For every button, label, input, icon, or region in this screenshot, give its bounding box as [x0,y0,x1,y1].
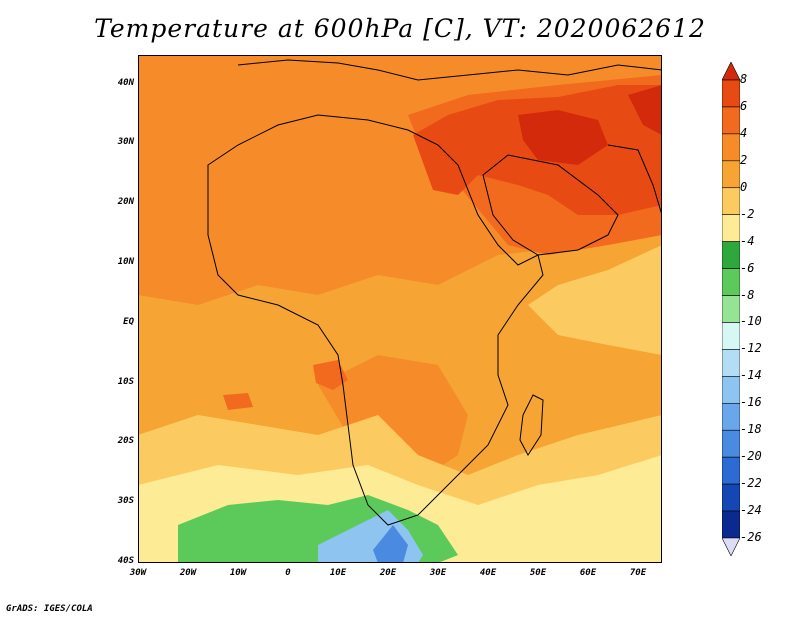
lon-label: 10E [329,568,347,578]
colorbar-label: -26 [740,530,762,544]
lat-label: 30N [117,137,134,147]
colorbar-segment [722,241,740,269]
colorbar-label: -6 [740,260,755,275]
atlantic-hot-patch [223,393,253,410]
lon-label: 40E [479,568,497,578]
colorbar-segment [722,187,740,216]
colorbar-label: -18 [740,422,762,437]
colorbar-segment [722,79,740,108]
colorbar-label: -20 [740,449,762,464]
lon-label: 70E [629,568,647,578]
colorbar-segment [722,214,740,242]
colorbar [722,62,740,556]
colorbar-label: -8 [740,287,755,302]
colorbar-label: -4 [740,233,755,248]
europe-coast-outline [237,59,662,81]
colorbar-top-arrow [722,62,740,81]
lat-label: 10S [117,377,134,387]
colorbar-bottom-arrow [722,537,740,556]
lat-label: 20S [117,436,134,446]
peak-hot-region [518,110,608,165]
credit-text: GrADS: IGES/COLA [6,604,93,614]
colorbar-label: 6 [740,98,748,113]
colorbar-label: 0 [740,179,748,194]
colorbar-segment [722,295,740,323]
indian-ocean-cool-region [528,245,662,355]
lon-label: 0 [285,568,291,578]
colorbar-label: -24 [740,503,762,518]
colorbar-segment [722,322,740,350]
lon-label: 20W [179,568,197,578]
colorbar-label: 4 [740,125,748,140]
india-outline [607,144,662,216]
colorbar-label: -14 [740,368,762,383]
madagascar-outline [519,394,544,456]
colorbar-label: -10 [740,314,762,329]
temperature-map [138,55,662,563]
lat-label: EQ [123,317,134,327]
colorbar-segment [722,106,740,135]
lat-label: 40S [117,556,134,566]
colorbar-segment [722,133,740,162]
arabia-outline [482,154,619,256]
colorbar-segment [722,483,740,512]
west-ocean-hot-patch [313,360,348,390]
equatorial-warm-region [318,355,468,475]
lon-label: 10W [229,568,247,578]
colorbar-segment [722,349,740,377]
lon-label: 20E [379,568,397,578]
map-frame [138,55,662,563]
peak-hot-region-east [628,85,662,135]
colorbar-label: 2 [740,152,748,167]
lat-label: 20N [117,197,134,207]
lon-label: 30W [129,568,147,578]
lon-label: 60E [579,568,597,578]
colorbar-label: -12 [740,341,762,356]
colorbar-segment [722,160,740,189]
lat-label: 10N [117,257,134,267]
colorbar-segment [722,510,740,539]
southern-coldest-core [373,525,408,563]
lon-label: 30E [429,568,447,578]
colorbar-segment [722,268,740,296]
colorbar-segment [722,402,740,431]
colorbar-segment [722,376,740,404]
colorbar-label: -16 [740,395,762,410]
lon-label: 50E [529,568,547,578]
lat-label: 40N [117,78,134,88]
colorbar-label: 8 [740,72,748,86]
africa-outline [207,114,544,526]
colorbar-label: -2 [740,206,755,221]
lat-label: 30S [117,496,134,506]
colorbar-segment [722,456,740,485]
colorbar-label: -22 [740,476,762,491]
map-title: Temperature at 600hPa [C], VT: 202006261… [94,14,706,43]
colorbar-segment [722,429,740,458]
